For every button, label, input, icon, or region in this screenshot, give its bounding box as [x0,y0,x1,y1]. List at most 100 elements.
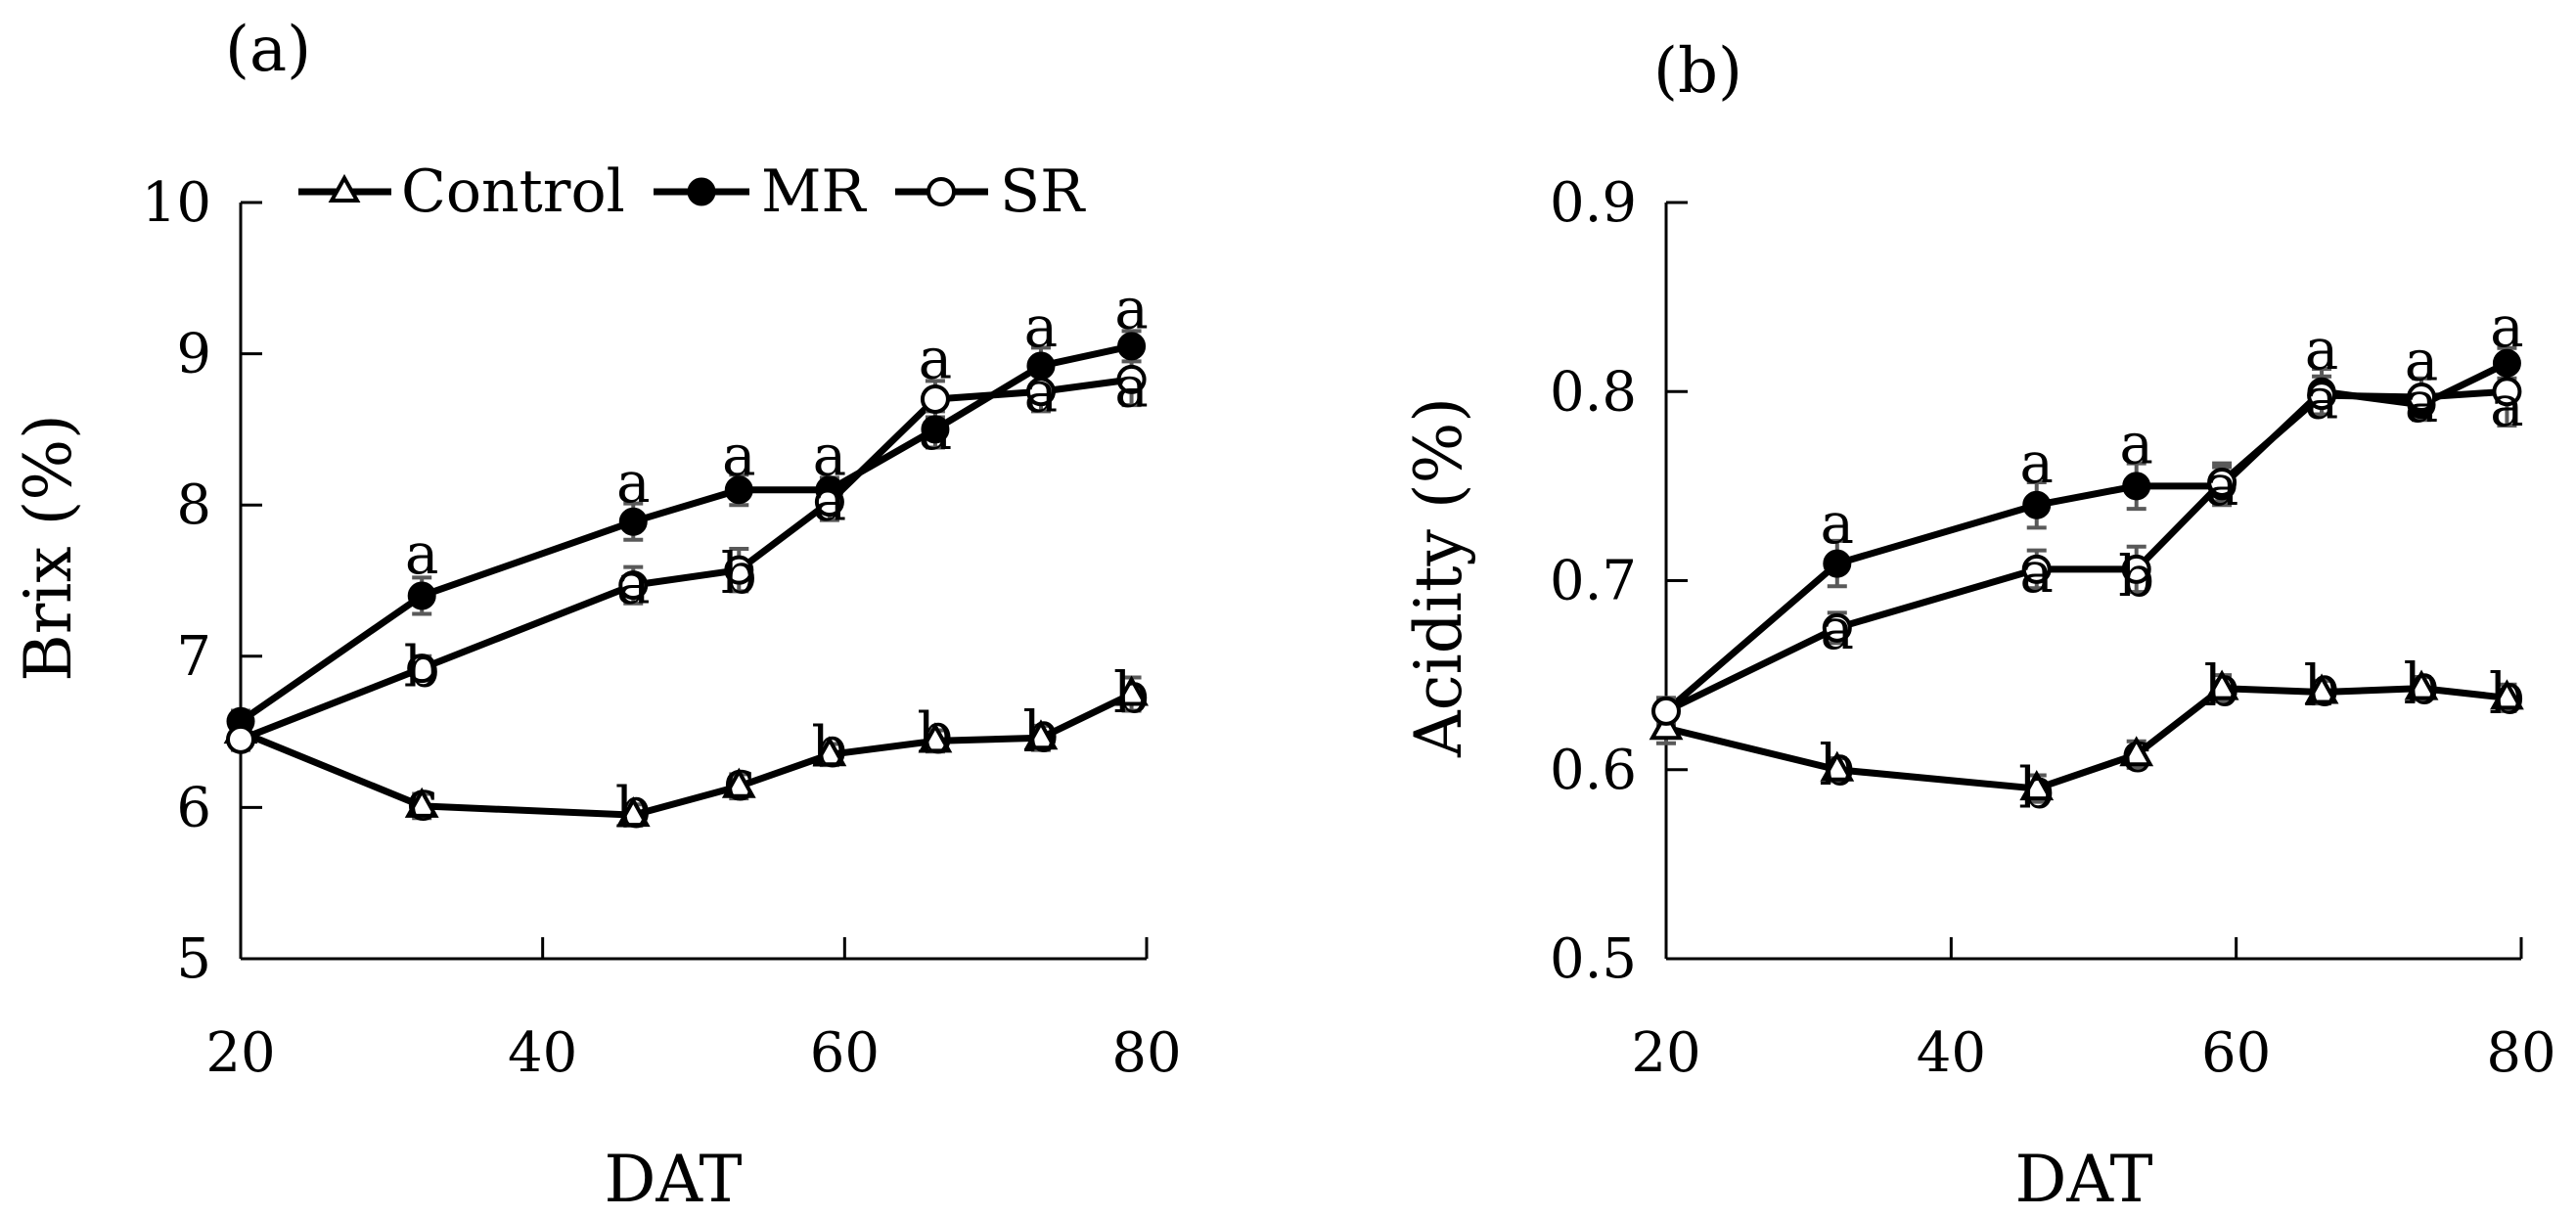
panel-b: (b) DAT Acidity (%) 0.5 0.6 0.7 0.8 0.9 20 40 6… [1401,35,2556,1217]
x-tick-label-a: 20 [205,1021,275,1085]
significance-letter-a: b [811,714,847,781]
series-line-mr-a [239,342,1133,725]
y-tick-label-a: 6 [176,776,211,839]
significance-letter-a: b [1113,659,1150,726]
significance-letter-b: a [2205,452,2239,518]
significance-letter-b: a [2305,316,2339,383]
data-point-sr [618,570,649,601]
legend-entry-sr: SR [895,158,1086,226]
data-point-mr [2022,490,2052,519]
significance-letter-a: a [616,449,651,516]
significance-letter-a: a [616,551,651,617]
legend-entry-control: Control [298,158,625,226]
data-point-sr [814,487,844,518]
significance-letter-a: a [405,520,439,587]
data-point-sr [1822,612,1852,643]
y-tick-label-a: 7 [176,625,211,689]
panel-label-a: (a) [225,14,311,86]
data-point-sr [2207,468,2237,498]
significance-letter-a: b [615,774,652,840]
significance-letter-a: b [721,540,757,607]
y-tick-label-a: 5 [176,927,211,991]
data-point-mr [2122,472,2151,501]
data-point-sr [1025,377,1056,407]
x-axis-title-b: DAT [2015,1142,2153,1217]
y-tick-label-b: 0.5 [1550,927,1637,991]
legend-entry-mr: MR [654,158,867,226]
data-point-control [918,722,953,753]
data-point-sr [2492,377,2522,407]
y-axis-title-b: Acidity (%) [1401,397,1476,758]
data-point-mr [921,415,950,444]
significance-letter-b: b [2118,543,2154,609]
series-line-sr-b [1664,387,2508,714]
x-axis-title-a: DAT [605,1142,743,1217]
y-axis-title-a: Brix (%) [11,414,86,682]
data-point-sr [724,555,754,585]
x-tick-label-b: 40 [1917,1021,1986,1085]
data-point-control [1023,719,1059,750]
significance-letter-b: a [2490,373,2524,439]
significance-letter-b: b [2018,754,2055,821]
data-point-control [2404,669,2439,700]
series-line-sr-a [239,376,1133,744]
x-tick-label-a: 40 [508,1021,577,1085]
significance-letter-b: a [1821,596,1855,662]
x-tick-label-b: 60 [2201,1021,2271,1085]
legend-label-sr: SR [1000,158,1086,226]
significance-letter-a: a [1024,358,1059,425]
significance-letter-b: b [2204,653,2240,719]
legend-marker-control [328,173,361,203]
legend-label-mr: MR [761,158,867,226]
data-point-mr [724,475,753,505]
significance-letter-a: a [813,422,847,488]
x-tick-label-a: 60 [810,1021,880,1085]
data-point-control [404,787,439,818]
data-point-control [1820,750,1855,782]
data-point-mr [1823,549,1852,578]
series-line-mr-b [1663,360,2508,714]
significance-letter-a: a [813,468,847,534]
significance-letter-a: a [722,422,756,488]
legend-marker-mr [687,177,716,206]
x-tick-label-a: 80 [1111,1021,1181,1085]
significance-letter-b: b [2303,653,2339,719]
significance-letter-a: a [1114,354,1149,421]
y-tick-label-b: 0.7 [1550,550,1637,613]
series-line-control-b [1665,685,2508,792]
significance-letter-b: a [2019,539,2054,606]
data-point-control [615,796,651,828]
y-tick-label-b: 0.6 [1550,739,1637,802]
significance-letter-b: b [1819,732,1855,798]
data-point-control [2019,769,2055,801]
data-point-mr [618,507,648,536]
significance-letter-a: a [919,325,953,391]
data-point-control [721,767,756,798]
significance-letter-a: a [1114,275,1149,341]
x-tick-label-b: 20 [1631,1021,1700,1085]
significance-letter-a: b [1022,699,1059,765]
data-point-control [2304,673,2339,704]
legend-label-control: Control [401,158,625,226]
data-point-sr [407,654,437,684]
data-point-control [2490,679,2524,710]
y-tick-label-b: 0.9 [1550,171,1637,235]
data-point-sr [1651,696,1681,726]
data-point-control [2204,669,2239,700]
data-point-sr [2021,554,2052,584]
significance-letter-b: a [1821,490,1855,557]
data-point-mr [2492,348,2521,378]
data-point-mr [1117,332,1147,361]
significance-letter-b: a [2305,365,2339,431]
data-point-control [1114,675,1149,706]
y-tick-label-a: 8 [176,473,211,537]
data-point-sr [2407,383,2437,413]
data-point-sr [226,724,255,754]
data-point-sr [1116,364,1147,394]
panel-a: (a) DAT Brix (%) Control MR SR 5 6 7 8 9 10 20… [11,14,1182,1217]
significance-letter-b: a [2119,411,2153,477]
data-point-control [812,736,847,767]
data-point-mr [407,581,436,610]
